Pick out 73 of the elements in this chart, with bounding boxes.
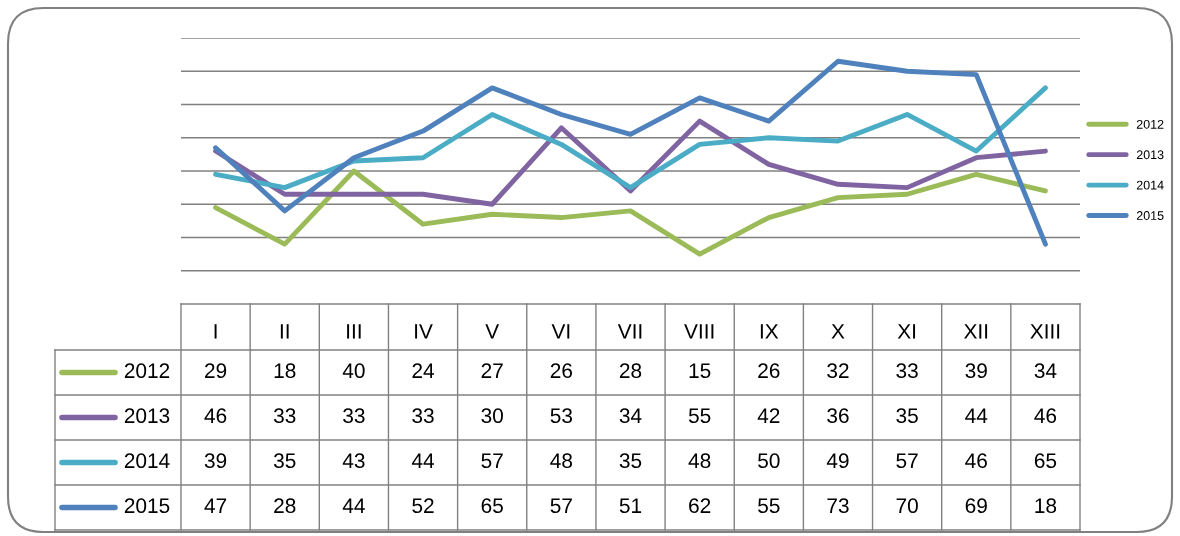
x-tick-label: X xyxy=(831,324,845,339)
x-tick-label: XII xyxy=(964,324,988,339)
data-label: 65 xyxy=(481,498,503,514)
data-label: 34 xyxy=(619,408,642,424)
data-label: 57 xyxy=(550,498,572,514)
data-label: 55 xyxy=(688,408,711,424)
data-label: 24 xyxy=(412,363,435,378)
data-label: 57 xyxy=(481,453,503,469)
data-label: 46 xyxy=(1034,408,1057,424)
data-label: 65 xyxy=(1034,453,1057,469)
data-label: 33 xyxy=(412,408,434,424)
data-label: 32 xyxy=(827,363,849,379)
x-tick-label: I xyxy=(214,324,217,339)
legend-label: 2012 xyxy=(1136,119,1164,129)
data-label: 33 xyxy=(343,408,365,424)
data-label: 34 xyxy=(1034,363,1057,379)
legend-label: 2013 xyxy=(1136,150,1164,160)
text: 2013 xyxy=(124,408,170,424)
data-label: 35 xyxy=(273,453,296,469)
data-label: 47 xyxy=(204,498,227,513)
data-label: 33 xyxy=(273,408,296,424)
data-label: 39 xyxy=(965,363,987,379)
data-label: 33 xyxy=(896,363,918,379)
data-label: 28 xyxy=(274,498,296,514)
data-label: 18 xyxy=(274,363,296,379)
data-label: 69 xyxy=(965,498,987,514)
data-label: 18 xyxy=(1035,498,1057,514)
data-label: 50 xyxy=(758,453,780,469)
data-label: 35 xyxy=(619,453,642,469)
data-label: 49 xyxy=(826,453,849,469)
x-tick-label: XIII xyxy=(1030,324,1060,339)
data-label: 42 xyxy=(757,408,780,423)
data-label: 52 xyxy=(412,498,434,514)
data-label: 28 xyxy=(619,363,642,379)
data-label: 70 xyxy=(896,498,918,514)
x-tick-label: VII xyxy=(617,324,642,339)
data-label: 29 xyxy=(205,363,227,379)
x-tick-label: VI xyxy=(551,324,570,339)
data-label: 27 xyxy=(481,363,503,378)
data-label: 48 xyxy=(550,453,573,469)
data-label: 26 xyxy=(758,363,780,379)
data-label: 35 xyxy=(896,408,918,424)
x-tick-label: V xyxy=(485,324,500,339)
legend-label: 2015 xyxy=(1136,211,1164,220)
legend-label: 2014 xyxy=(1136,180,1164,190)
text: 2015 xyxy=(124,498,170,514)
data-label: 40 xyxy=(342,363,365,379)
data-label: 36 xyxy=(827,408,849,424)
data-label: 46 xyxy=(204,408,227,424)
text: 2014 xyxy=(124,453,170,469)
data-label: 57 xyxy=(896,453,918,469)
data-label: 43 xyxy=(342,453,365,469)
data-label: 44 xyxy=(965,408,988,423)
x-tick-label: II xyxy=(280,324,289,339)
data-label: 30 xyxy=(481,408,503,424)
data-label: 48 xyxy=(688,453,711,469)
data-label: 44 xyxy=(411,453,435,468)
x-tick-label: III xyxy=(347,324,361,339)
x-tick-label: XI xyxy=(897,324,916,339)
data-label: 62 xyxy=(689,498,711,514)
data-label: 51 xyxy=(619,498,642,514)
x-tick-label: IX xyxy=(760,324,779,339)
text: 2012 xyxy=(124,363,170,379)
x-tick-label: VIII xyxy=(684,324,714,339)
data-label: 53 xyxy=(550,408,573,424)
data-label: 39 xyxy=(204,453,227,469)
data-label: 55 xyxy=(758,498,780,514)
data-label: 46 xyxy=(965,453,987,469)
data-label: 73 xyxy=(827,498,849,514)
data-label: 15 xyxy=(689,363,711,379)
x-tick-label: IV xyxy=(415,324,433,339)
data-label: 26 xyxy=(550,363,573,379)
data-label: 44 xyxy=(342,498,365,513)
